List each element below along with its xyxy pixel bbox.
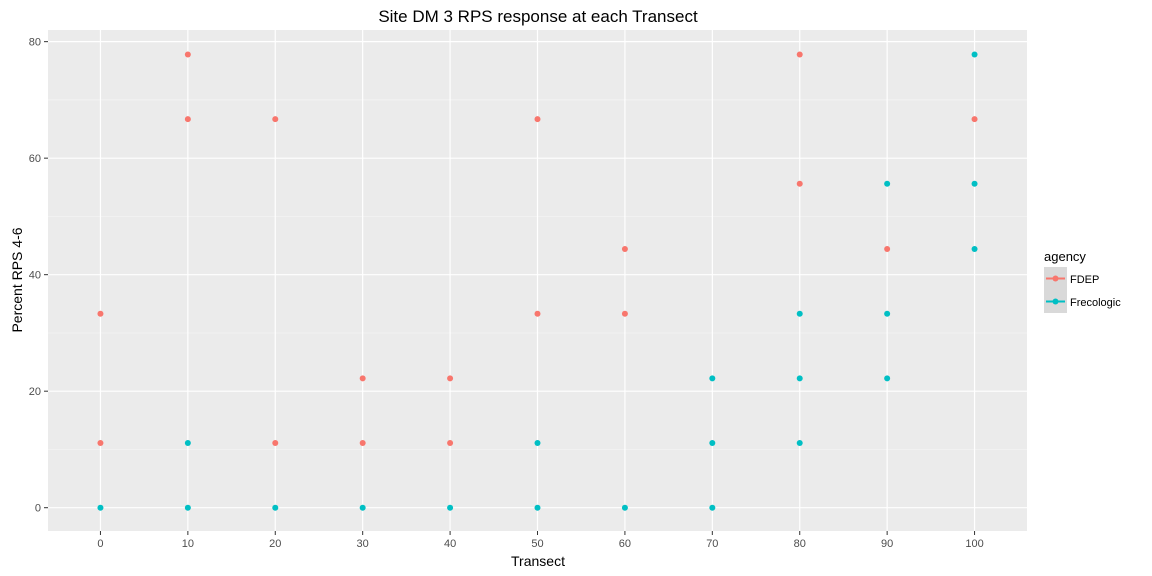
x-tick-label: 40 (444, 538, 456, 550)
data-point (534, 310, 541, 317)
data-point (184, 116, 191, 123)
data-point (621, 246, 628, 253)
data-point (534, 116, 541, 123)
data-point (621, 504, 628, 511)
x-tick-label: 100 (965, 538, 983, 550)
data-point (184, 504, 191, 511)
y-axis: 0 20 40 60 80 (29, 37, 48, 515)
data-point (884, 375, 891, 382)
data-point (709, 375, 716, 382)
y-tick-label: 0 (35, 503, 41, 515)
data-point (97, 440, 104, 447)
x-tick-label: 90 (881, 538, 893, 550)
data-point (534, 504, 541, 511)
legend-key-point (1052, 298, 1059, 305)
x-tick-label: 0 (97, 538, 103, 550)
data-point (534, 440, 541, 447)
legend-title: agency (1044, 249, 1086, 264)
data-point (447, 375, 454, 382)
x-axis-title: Transect (511, 553, 565, 569)
x-tick-label: 30 (357, 538, 369, 550)
y-tick-label: 40 (29, 270, 41, 282)
data-point (359, 440, 366, 447)
x-tick-label: 80 (794, 538, 806, 550)
data-point (884, 310, 891, 317)
data-point (796, 310, 803, 317)
data-point (621, 310, 628, 317)
x-tick-label: 70 (706, 538, 718, 550)
x-axis: 0 10 20 30 40 50 60 70 80 90 100 (97, 531, 984, 550)
data-point (709, 440, 716, 447)
data-points (97, 51, 978, 511)
legend: agency FDEP Frecologic (1044, 249, 1121, 313)
data-point (447, 504, 454, 511)
x-tick-label: 60 (619, 538, 631, 550)
legend-label: Frecologic (1070, 297, 1121, 309)
data-point (272, 504, 279, 511)
y-tick-label: 80 (29, 37, 41, 49)
data-point (971, 116, 978, 123)
data-point (971, 51, 978, 58)
data-point (884, 180, 891, 187)
data-point (796, 180, 803, 187)
data-point (971, 180, 978, 187)
data-point (272, 116, 279, 123)
x-tick-label: 10 (182, 538, 194, 550)
legend-key-point (1052, 275, 1059, 282)
y-axis-title: Percent RPS 4-6 (9, 227, 25, 332)
data-point (447, 440, 454, 447)
data-point (359, 375, 366, 382)
data-point (272, 440, 279, 447)
data-point (796, 51, 803, 58)
data-point (184, 440, 191, 447)
y-tick-label: 60 (29, 153, 41, 165)
data-point (796, 440, 803, 447)
data-point (97, 504, 104, 511)
data-point (971, 246, 978, 253)
data-point (796, 375, 803, 382)
data-point (359, 504, 366, 511)
major-gridlines (48, 30, 1027, 531)
chart-title: Site DM 3 RPS response at each Transect (378, 7, 698, 26)
legend-label: FDEP (1070, 274, 1099, 286)
data-point (97, 310, 104, 317)
data-point (709, 504, 716, 511)
legend-keys: FDEP Frecologic (1044, 267, 1121, 313)
data-point (884, 246, 891, 253)
y-tick-label: 20 (29, 386, 41, 398)
data-point (184, 51, 191, 58)
x-tick-label: 50 (531, 538, 543, 550)
x-tick-label: 20 (269, 538, 281, 550)
